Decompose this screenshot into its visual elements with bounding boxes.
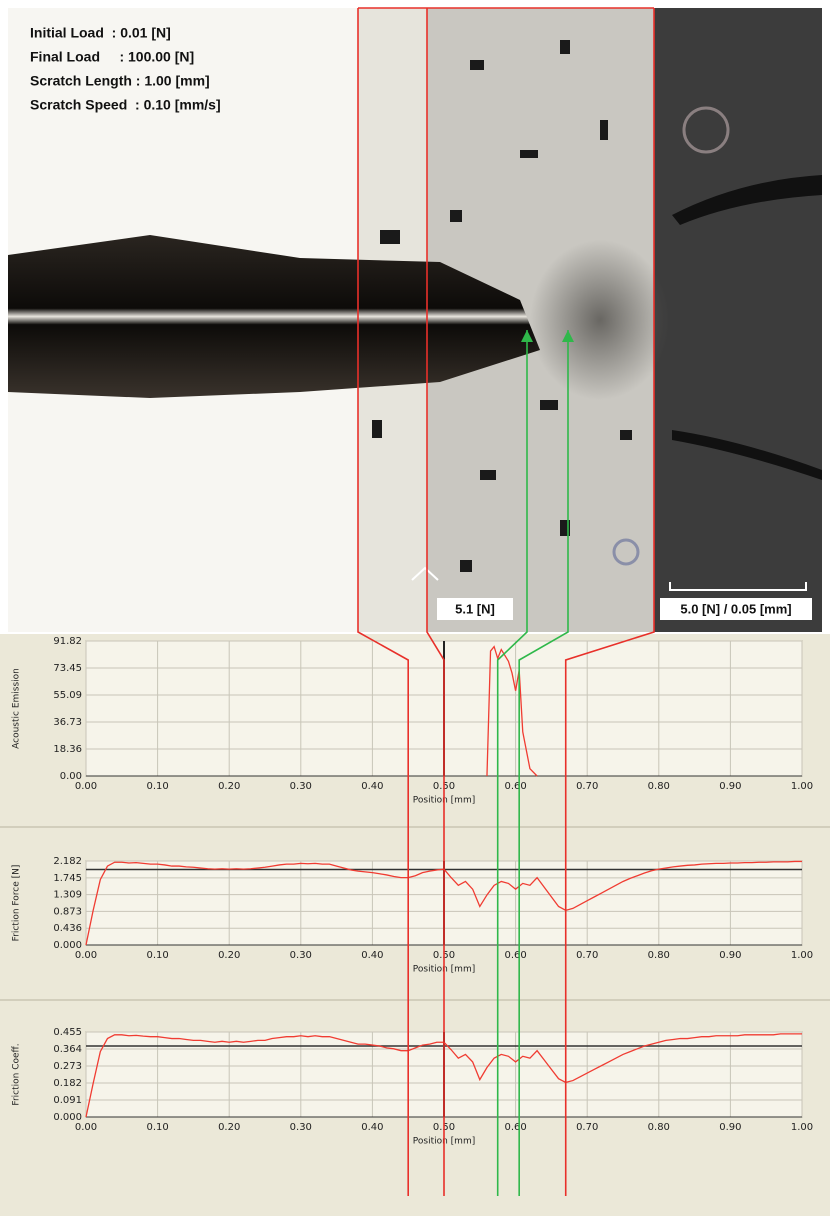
- x-tick-label: 0.90: [719, 781, 741, 792]
- x-tick-label: 0.80: [648, 1122, 670, 1133]
- speckles: [372, 40, 632, 572]
- x-tick-label: 1.00: [791, 1122, 813, 1133]
- y-axis-label: Friction Coeff.: [12, 1043, 22, 1105]
- x-tick-label: 1.00: [791, 781, 813, 792]
- test-parameter: Scratch Length : 1.00 [mm]: [30, 73, 210, 89]
- y-tick-label: 0.455: [53, 1027, 82, 1038]
- x-tick-label: 0.40: [361, 781, 383, 792]
- x-tick-label: 0.00: [75, 1122, 97, 1133]
- event-connector: [357, 8, 409, 1196]
- scale-bar-label: 5.0 [N] / 0.05 [mm]: [680, 601, 791, 616]
- x-tick-label: 0.20: [218, 781, 240, 792]
- y-tick-label: 0.364: [53, 1044, 82, 1055]
- y-tick-label: 0.873: [53, 906, 82, 917]
- event-connector: [564, 8, 655, 1196]
- x-tick-label: 0.20: [218, 950, 240, 961]
- y-axis-label: Friction Force [N]: [12, 865, 22, 942]
- x-tick-label: 1.00: [791, 950, 813, 961]
- y-tick-label: 0.273: [53, 1061, 82, 1072]
- y-tick-label: 1.745: [53, 873, 82, 884]
- event-connector: [426, 8, 445, 1196]
- critical-point: [411, 566, 439, 581]
- test-parameter: Final Load : 100.00 [N]: [30, 49, 194, 65]
- x-tick-label: 0.70: [576, 1122, 598, 1133]
- y-tick-label: 0.091: [53, 1095, 82, 1106]
- scale-bracket: [669, 582, 807, 591]
- x-tick-label: 0.10: [146, 950, 168, 961]
- scale-box: [660, 598, 812, 620]
- y-tick-label: 73.45: [53, 663, 82, 674]
- x-tick-label: 0.30: [290, 781, 312, 792]
- x-tick-label: 0.70: [576, 950, 598, 961]
- x-tick-label: 0.60: [504, 950, 526, 961]
- y-tick-label: 1.309: [53, 890, 82, 901]
- x-tick-label: 0.80: [648, 781, 670, 792]
- y-tick-label: 55.09: [53, 690, 82, 701]
- dark-region: [654, 8, 822, 632]
- x-tick-label: 0.80: [648, 950, 670, 961]
- y-axis-label: Acoustic Emission: [12, 668, 22, 749]
- y-tick-label: 91.82: [53, 636, 82, 647]
- y-tick-label: 0.000: [53, 940, 82, 951]
- artifact: [682, 106, 730, 154]
- event-connector: [518, 330, 569, 1196]
- x-tick-label: 0.40: [361, 950, 383, 961]
- arrow-head: [521, 330, 533, 342]
- y-tick-label: 18.36: [53, 744, 82, 755]
- x-tick-label: 0.60: [504, 781, 526, 792]
- critical-load: 5.1 [N]: [455, 601, 495, 616]
- artifact: [612, 538, 640, 566]
- critical-load-box: [437, 598, 513, 620]
- x-tick-label: 0.70: [576, 781, 598, 792]
- crack: [672, 175, 822, 225]
- arrow-head: [562, 330, 574, 342]
- x-tick-label: 0.00: [75, 781, 97, 792]
- data-line: [486, 645, 538, 777]
- test-parameter: Scratch Speed : 0.10 [mm/s]: [30, 97, 221, 113]
- x-tick-label: 0.10: [146, 781, 168, 792]
- x-tick-label: 0.60: [504, 1122, 526, 1133]
- test-parameter: Initial Load : 0.01 [N]: [30, 25, 171, 41]
- crack: [672, 430, 822, 480]
- y-tick-label: 0.000: [53, 1112, 82, 1123]
- x-tick-label: 0.90: [719, 1122, 741, 1133]
- x-tick-label: 0.00: [75, 950, 97, 961]
- x-tick-label: 0.30: [290, 1122, 312, 1133]
- y-tick-label: 2.182: [53, 856, 82, 867]
- x-tick-label: 0.20: [218, 1122, 240, 1133]
- event-connector: [496, 330, 528, 1196]
- x-tick-label: 0.90: [719, 950, 741, 961]
- x-tick-label: 0.40: [361, 1122, 383, 1133]
- x-tick-label: 0.30: [290, 950, 312, 961]
- y-tick-label: 36.73: [53, 717, 82, 728]
- micrograph: 5.1 [N] 5.0 [N] / 0.05 [mm] Initial Load…: [8, 8, 822, 632]
- y-tick-label: 0.182: [53, 1078, 82, 1089]
- scratch-track: [8, 235, 540, 398]
- y-tick-label: 0.00: [60, 771, 82, 782]
- y-tick-label: 0.436: [53, 923, 82, 934]
- spall: [530, 240, 670, 400]
- x-tick-label: 0.10: [146, 1122, 168, 1133]
